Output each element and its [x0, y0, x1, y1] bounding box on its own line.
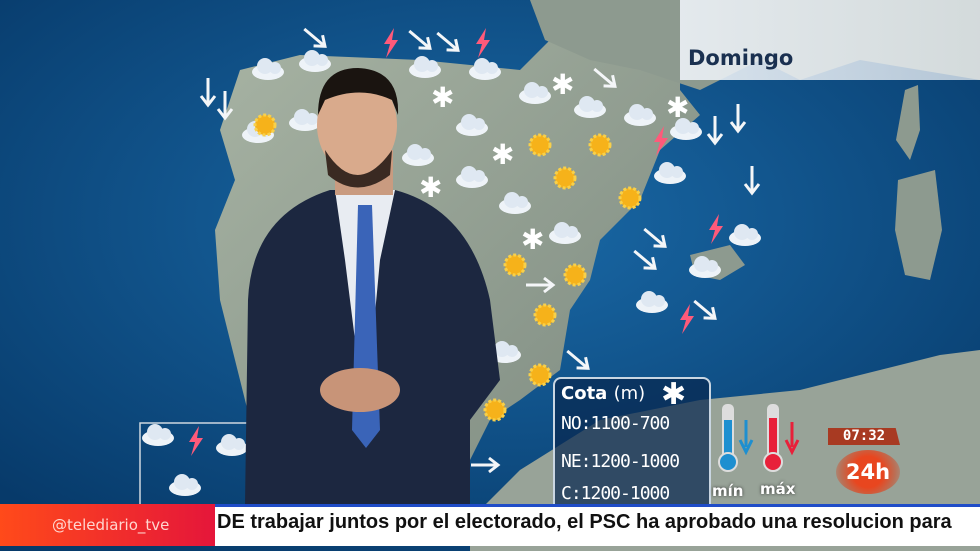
cloud-icon [169, 474, 201, 496]
sun-icon [553, 166, 577, 190]
presenter [245, 68, 500, 505]
sun-icon [618, 186, 642, 210]
cloud-icon [689, 256, 721, 278]
sun-icon [483, 398, 507, 422]
cloud-icon [624, 104, 656, 126]
wind-arrow-icon [526, 276, 556, 294]
sun-icon [253, 113, 277, 137]
cloud-icon [574, 96, 606, 118]
ticker-bar: DE trabajar juntos por el electorado, el… [215, 504, 980, 546]
snowflake-icon: ✱ [666, 91, 689, 124]
lightning-icon [654, 126, 668, 156]
cloud-icon [456, 114, 488, 136]
snow-level-row: NE:1200-1000 [561, 451, 680, 472]
snowflake-icon: ✱ [491, 138, 514, 171]
wind-arrow-icon [706, 116, 724, 146]
channel-24h-logo: 24h [836, 450, 900, 494]
snow-level-unit: (m) [613, 383, 646, 404]
day-label: Domingo [688, 46, 794, 70]
cloud-icon [636, 291, 668, 313]
wind-arrow-icon [729, 104, 747, 134]
ticker-handle: @telediario_tve [0, 504, 215, 546]
cloud-icon [299, 50, 331, 72]
wind-arrow-icon [216, 91, 234, 121]
cloud-icon [654, 162, 686, 184]
snow-level-row: NO:1100-700 [561, 413, 670, 434]
wind-arrow-icon [199, 78, 217, 108]
wind-arrow-icon [593, 67, 617, 88]
snowflake-icon: ✱ [521, 223, 544, 256]
snow-level-box: Cota (m) ✱ NO:1100-700 NE:1200-1000 C:12… [553, 377, 711, 509]
cloud-icon [549, 222, 581, 244]
corsica [896, 85, 920, 160]
wind-arrow-icon [633, 249, 657, 270]
lightning-icon [680, 304, 694, 334]
lightning-icon [709, 214, 723, 244]
ticker-text: DE trabajar juntos por el electorado, el… [217, 511, 952, 533]
cloud-icon [729, 224, 761, 246]
cloud-icon [216, 434, 248, 456]
sardinia [895, 170, 942, 280]
cloud-icon [252, 58, 284, 80]
snowflake-icon: ✱ [551, 68, 574, 101]
cloud-icon [289, 109, 321, 131]
wind-arrow-icon [303, 27, 327, 48]
wind-arrow-icon [643, 227, 667, 248]
sun-icon [528, 363, 552, 387]
snow-level-row: C:1200-1000 [561, 483, 670, 504]
cloud-icon [456, 166, 488, 188]
thermometer-max-icon [763, 404, 800, 472]
min-label: mín [712, 482, 744, 500]
cloud-icon [670, 118, 702, 140]
wind-arrow-icon [566, 349, 590, 370]
sun-icon [528, 133, 552, 157]
wind-arrow-icon [436, 31, 460, 52]
lightning-icon [384, 28, 398, 58]
snowflake-icon: ✱ [431, 81, 454, 114]
news-ticker: @telediario_tve DE trabajar juntos por e… [0, 504, 980, 546]
lightning-icon [476, 28, 490, 58]
thermometer-min-icon [718, 404, 754, 472]
sun-icon [503, 253, 527, 277]
cloud-icon [489, 341, 521, 363]
cloud-icon [519, 82, 551, 104]
snowflake-icon: ✱ [661, 377, 687, 412]
sun-icon [563, 263, 587, 287]
wind-arrow-icon [408, 29, 432, 50]
wind-arrow-icon [693, 299, 717, 320]
cloud-icon [409, 56, 441, 78]
wind-arrow-icon [471, 456, 501, 474]
day-panel [680, 0, 980, 80]
wind-arrow-icon [743, 166, 761, 196]
lightning-icon [189, 426, 203, 456]
cloud-icon [402, 144, 434, 166]
sun-icon [533, 303, 557, 327]
max-label: máx [760, 480, 796, 498]
cloud-icon [142, 424, 174, 446]
snow-level-label: Cota [561, 383, 608, 404]
cloud-icon [469, 58, 501, 80]
cloud-icon [499, 192, 531, 214]
snow-level-title: Cota (m) [561, 383, 645, 404]
sun-icon [588, 133, 612, 157]
snowflake-icon: ✱ [419, 171, 442, 204]
clock: 07:32 [828, 428, 900, 445]
